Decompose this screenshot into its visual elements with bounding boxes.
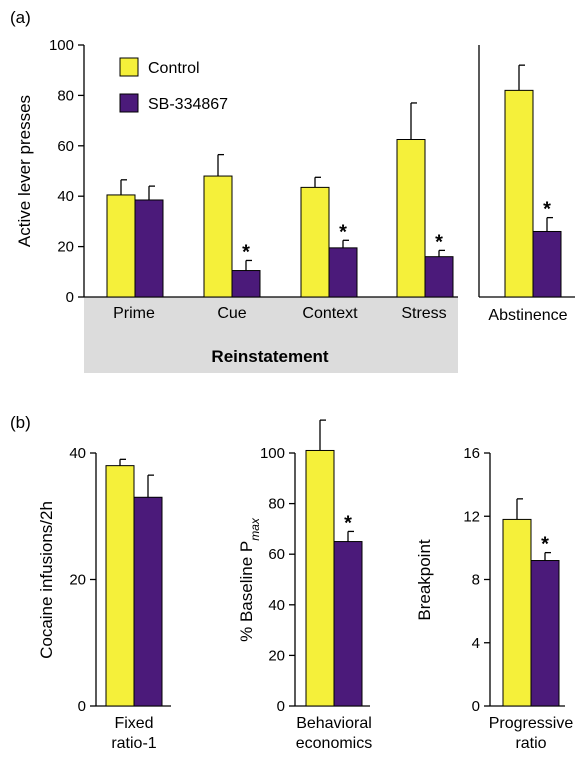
significance-star: *: [543, 199, 551, 221]
bar-control-a-2: [300, 186, 330, 298]
panel-b-label: (b): [10, 413, 31, 432]
panel-a-y-tick-label: 100: [49, 37, 74, 54]
bar-control-panel-b2-0: [305, 449, 335, 707]
panel-b2-y-tick-label: 80: [268, 496, 285, 513]
legend: Control SB-334867: [119, 57, 228, 113]
panel-a-y-tick-label: 80: [57, 87, 74, 104]
panel-a-label: (a): [10, 8, 31, 27]
panel-b1-y-tick-label: 0: [78, 698, 86, 715]
reinstatement-band: [84, 297, 458, 373]
bar-control-a-0: [106, 194, 136, 298]
bar-drug-a-0: [134, 199, 164, 298]
panel-b3-y-tick-label: 4: [472, 635, 480, 652]
legend-swatch-drug: [119, 93, 139, 113]
bar-drug-panel-b3-0: [530, 560, 560, 707]
significance-star: *: [242, 241, 250, 263]
panel-b2-y-tick-label: 60: [268, 546, 285, 563]
legend-label-drug: SB-334867: [148, 96, 228, 113]
bar-control-a-3: [396, 139, 426, 298]
panel-b2-y-tick-label: 100: [260, 445, 285, 462]
panel-b2-y-tick-label: 20: [268, 647, 285, 664]
bar-control-panel-b3-0: [502, 518, 532, 707]
significance-star: *: [435, 231, 443, 253]
panel-a-y-label: Active lever presses: [15, 95, 34, 247]
significance-star: *: [344, 512, 352, 534]
legend-label-control: Control: [148, 60, 200, 77]
bar-control-panel-b1-0: [105, 465, 135, 707]
bar-drug-a-2: [328, 247, 358, 298]
reinstatement-label: Reinstatement: [211, 347, 328, 366]
panel-b1-y-label: Cocaine infusions/2h: [37, 501, 56, 659]
panel-b2-y-tick-label: 40: [268, 597, 285, 614]
panel-a-y-tick-label: 40: [57, 188, 74, 205]
panel-a-y-tick-label: 20: [57, 239, 74, 256]
significance-star: *: [339, 221, 347, 243]
panel-b2-category-label: Behavioral: [296, 715, 372, 732]
category-label-0: Prime: [113, 305, 155, 322]
panel-b3-category-label: ratio: [515, 735, 546, 752]
bar-drug-a-4: [532, 230, 562, 298]
panel-b3-y-tick-label: 16: [463, 445, 480, 462]
panel-b2-category-label: economics: [296, 735, 372, 752]
category-label-4: Abstinence: [488, 307, 567, 324]
panel-b3-y-tick-label: 8: [472, 572, 480, 589]
panel-b1-y-tick-label: 40: [69, 445, 86, 462]
significance-star: *: [541, 534, 549, 556]
panel-b3-category-label: Progressive: [489, 715, 574, 732]
panel-b1-category-label: Fixed: [114, 715, 153, 732]
panel-b1-y-tick-label: 20: [69, 572, 86, 589]
bar-drug-panel-b1-0: [133, 496, 163, 707]
bar-drug-panel-b2-0: [333, 541, 363, 707]
y-label-subscript: max: [248, 517, 262, 541]
panel-b3-y-tick-label: 0: [472, 698, 480, 715]
category-label-1: Cue: [217, 305, 246, 322]
panel-b2-y-tick-label: 0: [277, 698, 285, 715]
bar-control-a-1: [203, 175, 233, 298]
panel-b1-category-label: ratio-1: [111, 735, 156, 752]
panel-a-y-tick-label: 0: [66, 289, 74, 306]
panel-a-y-tick-label: 60: [57, 138, 74, 155]
category-label-2: Context: [302, 305, 358, 322]
bar-drug-a-3: [424, 256, 454, 298]
panel-b3-y-tick-label: 12: [463, 508, 480, 525]
bar-control-a-4: [504, 89, 534, 298]
panel-b3-y-label: Breakpoint: [415, 539, 434, 621]
legend-swatch-control: [119, 57, 139, 77]
panel-b2-y-label: % Baseline Pmax: [237, 517, 262, 642]
bar-drug-a-1: [231, 270, 261, 298]
category-label-3: Stress: [401, 305, 446, 322]
